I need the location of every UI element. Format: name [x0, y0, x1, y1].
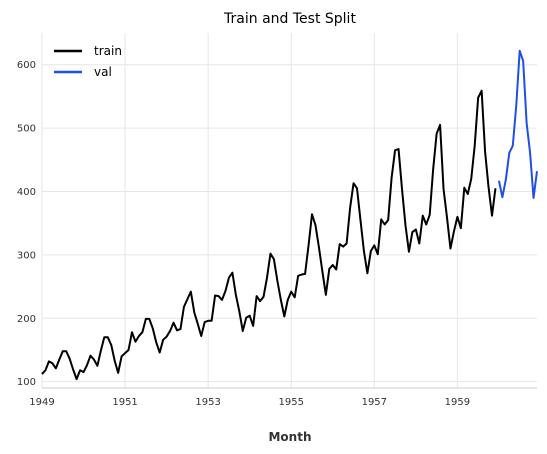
grid: [41, 33, 537, 388]
x-tick-label: 1949: [29, 397, 54, 408]
y-tick-label: 300: [17, 250, 36, 261]
y-tick-label: 200: [17, 314, 36, 325]
legend-label-val: val: [94, 65, 112, 79]
y-tick-label: 100: [17, 377, 36, 388]
x-tick-label: 1951: [112, 397, 137, 408]
legend: train val: [54, 44, 122, 79]
x-tick-label: 1959: [445, 397, 470, 408]
legend-label-train: train: [94, 44, 122, 58]
y-tick-label: 600: [17, 60, 36, 71]
axes: 1949 1951 1953 1955 1957 1959 100 200 300 400 500 6…: [17, 60, 537, 408]
x-tick-label: 1955: [279, 397, 304, 408]
x-tick-label: 1957: [362, 397, 387, 408]
chart-title: Train and Test Split: [223, 11, 356, 27]
y-tick-label: 500: [17, 124, 36, 135]
x-tick-label: 1953: [195, 397, 220, 408]
series-line-val: [497, 49, 538, 199]
series: [41, 49, 538, 381]
y-tick-label: 400: [17, 187, 36, 198]
x-axis-label: Month: [268, 430, 311, 444]
series-line-train: [41, 89, 497, 381]
